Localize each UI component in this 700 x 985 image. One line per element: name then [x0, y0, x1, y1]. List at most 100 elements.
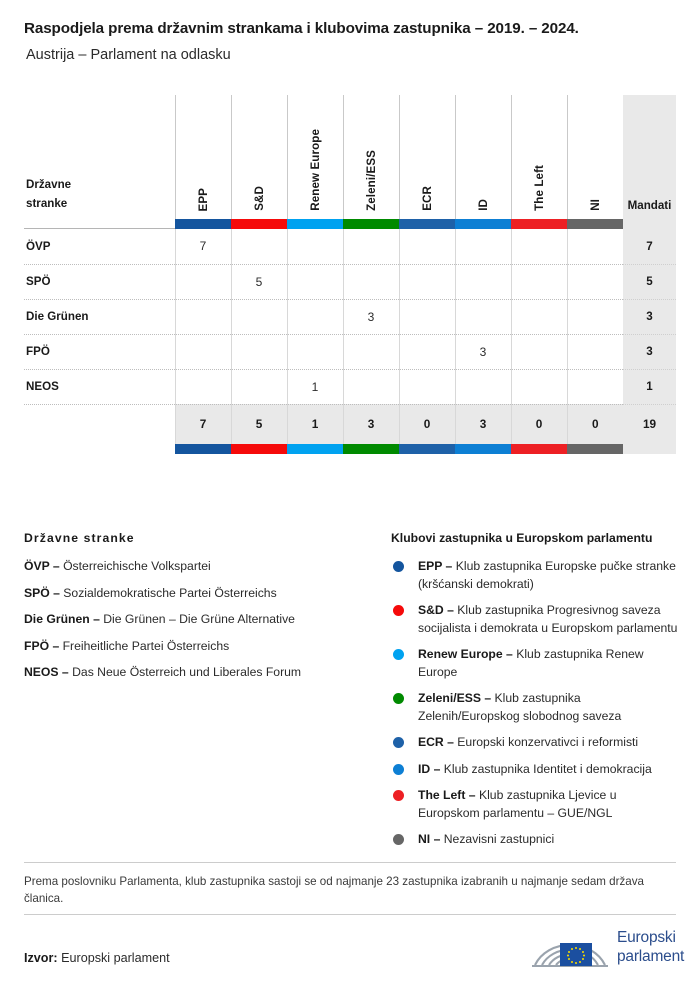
table-row: SPÖ 5 5 — [24, 264, 676, 300]
seat-cell — [342, 229, 399, 265]
row-total-cell: 3 — [623, 299, 676, 335]
legend-item-name: Klub zastupnika Identitet i demokracija — [443, 761, 652, 776]
legend-item-abbr: ECR – — [418, 735, 454, 749]
legend-item: NI – Nezavisni zastupnici — [391, 831, 681, 849]
group-color-swatch-bottom — [567, 444, 623, 454]
seat-cell — [342, 334, 399, 370]
totals-spacer — [24, 404, 175, 444]
column-header-id: ID — [454, 95, 511, 219]
legend-item: NEOS – Das Neue Österreich und Liberales… — [24, 664, 384, 682]
group-color-swatch — [511, 219, 567, 229]
group-color-swatch-bottom — [231, 444, 287, 454]
column-header-epp: EPP — [174, 95, 231, 219]
legend-item-name: Freiheitliche Partei Österreichs — [62, 638, 230, 653]
table-row: Die Grünen 3 3 — [24, 299, 676, 335]
legend-item: Zeleni/ESS – Klub zastupnika Zelenih/Eur… — [391, 690, 681, 725]
legend-item-name: Das Neue Österreich und Liberales Forum — [72, 665, 302, 679]
column-header-label: Renew Europe — [308, 129, 322, 211]
column-total-cell: 0 — [398, 404, 455, 444]
strip-spacer-bottom — [24, 444, 175, 454]
seat-cell — [398, 334, 455, 370]
group-color-swatch-bottom — [399, 444, 455, 454]
source-value: Europski parlament — [61, 951, 170, 965]
column-header-renew-europe: Renew Europe — [286, 95, 343, 219]
legend-item-abbr: ID – — [418, 761, 441, 776]
group-color-swatch-bottom — [455, 444, 511, 454]
column-header-ecr: ECR — [398, 95, 455, 219]
seat-cell — [174, 334, 231, 370]
footer-divider-bottom — [24, 914, 676, 915]
legend-color-dot-icon — [393, 693, 404, 704]
table-header-row: Državne stranke EPP S&D Renew Europe Zeleni/E… — [24, 95, 676, 219]
group-color-swatch — [287, 219, 343, 229]
legend-item-name: Nezavisni zastupnici — [443, 832, 555, 846]
seat-cell — [510, 369, 567, 405]
seat-cell — [454, 229, 511, 265]
group-color-swatch — [175, 219, 231, 229]
legend-item: EPP – Klub zastupnika Europske pučke str… — [391, 558, 681, 593]
seat-cell — [454, 369, 511, 405]
seat-cell — [566, 264, 623, 300]
source-label: Izvor: — [24, 951, 58, 965]
legend-item-abbr: FPÖ – — [24, 638, 60, 653]
group-color-swatch-bottom — [343, 444, 399, 454]
column-header-label: EPP — [196, 187, 210, 212]
row-total-cell: 7 — [623, 229, 676, 265]
table-color-strip-bottom — [24, 444, 676, 454]
legend-item-abbr: SPÖ – — [24, 585, 60, 600]
legend-item-name: Sozialdemokratische Partei Österreichs — [63, 585, 277, 600]
page-title: Raspodjela prema državnim strankama i kl… — [24, 20, 579, 37]
legend-color-dot-icon — [393, 649, 404, 660]
column-total-cell: 7 — [174, 404, 231, 444]
grand-total-cell: 19 — [623, 404, 676, 444]
group-color-swatch — [343, 219, 399, 229]
seat-cell — [286, 264, 343, 300]
group-color-swatch-bottom — [175, 444, 231, 454]
seat-cell — [454, 264, 511, 300]
table-row: NEOS 1 1 — [24, 369, 676, 405]
legend-item-abbr: NEOS – — [24, 665, 69, 679]
seat-cell — [510, 229, 567, 265]
footnote-text: Prema poslovniku Parlamenta, klub zastup… — [24, 875, 644, 905]
seat-cell — [566, 369, 623, 405]
seat-cell — [398, 264, 455, 300]
legend-item: ECR – Europski konzervativci i reformist… — [391, 734, 681, 752]
legend-color-dot-icon — [393, 605, 404, 616]
column-total-cell: 0 — [566, 404, 623, 444]
legend-item-name: Österreichische Volkspartei — [63, 559, 211, 573]
hemicycle-icon — [532, 943, 608, 968]
column-header-s-d: S&D — [230, 95, 287, 219]
seat-cell — [230, 369, 287, 405]
legend-color-dot-icon — [393, 763, 404, 775]
seat-cell — [510, 334, 567, 370]
strip-seats — [623, 219, 676, 229]
column-total-cell: 5 — [230, 404, 287, 444]
seat-cell — [174, 369, 231, 405]
seat-cell — [230, 299, 287, 335]
seat-cell — [286, 334, 343, 370]
legend-item-abbr: Die Grünen – — [24, 612, 100, 626]
seat-cell — [230, 229, 287, 265]
seat-cell: 1 — [286, 369, 343, 405]
seat-cell: 3 — [454, 334, 511, 370]
legend-item-name: Klub zastupnika Zelenih/Europskog slobod… — [418, 691, 622, 723]
seats-column-header: Mandati — [623, 95, 676, 219]
legend-item: ID – Klub zastupnika Identitet i demokra… — [391, 761, 681, 779]
legend-item: ÖVP – Österreichische Volkspartei — [24, 558, 384, 576]
legend-color-dot-icon — [393, 561, 404, 572]
table-totals-row: 7 5 1 3 0 3 0 0 19 — [24, 404, 676, 444]
legend-item-name: Klub zastupnika Progresivnog saveza soci… — [418, 603, 678, 635]
seat-cell — [454, 299, 511, 335]
row-total-cell: 1 — [623, 369, 676, 405]
legend-item-name: Die Grünen – Die Grüne Alternative — [103, 612, 295, 626]
group-color-swatch — [231, 219, 287, 229]
legend-item-abbr: Renew Europe – — [418, 647, 513, 661]
seat-cell — [566, 299, 623, 335]
column-header-label: NI — [588, 199, 602, 211]
seat-cell — [510, 264, 567, 300]
row-party-label: NEOS — [24, 369, 175, 405]
table-corner-label: Državne stranke — [24, 95, 175, 219]
legend-color-dot-icon — [393, 834, 404, 845]
page-subtitle: Austrija – Parlament na odlasku — [26, 47, 231, 63]
